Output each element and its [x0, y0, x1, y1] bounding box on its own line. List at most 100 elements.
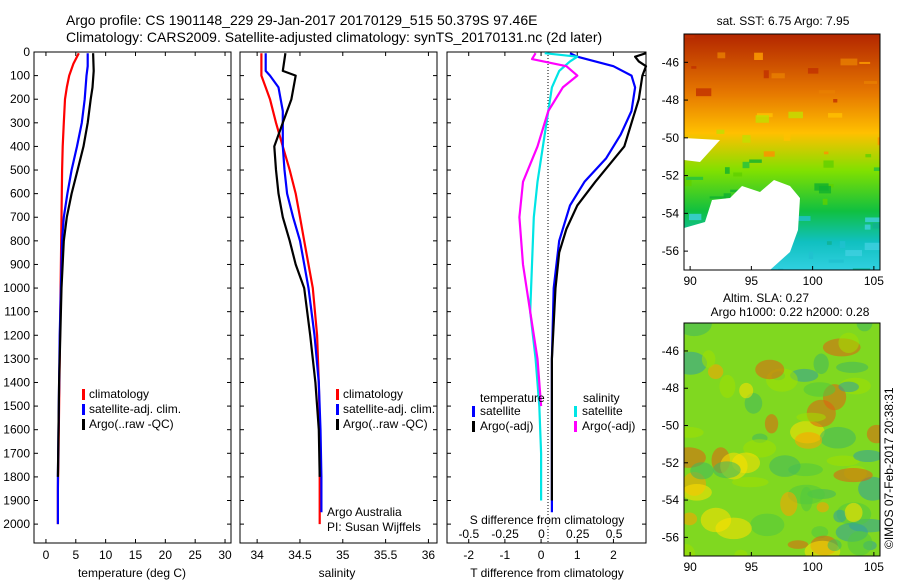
sla-map-frame [683, 322, 881, 557]
x-tick-label: -2 [463, 548, 474, 562]
y-tick-label: 1100 [4, 305, 30, 319]
x-tick-label: 2 [610, 548, 617, 562]
y-tick-label: 1200 [3, 328, 30, 342]
sst-texture [864, 242, 880, 251]
y-tick-label: 1000 [3, 281, 30, 295]
legend-label: satellite [480, 404, 521, 418]
sst-texture [709, 196, 727, 199]
temperature-panel: 0 5 10 15 20 25 300100200300400500600700800900… [3, 45, 232, 580]
sst-texture [733, 172, 743, 177]
s-tick-label: -0.5 [458, 527, 479, 541]
x-tick-label: -1 [500, 548, 511, 562]
sla-texture [731, 476, 769, 488]
map-y-tick-label: -50 [662, 419, 680, 433]
x-tick-label: 34 [250, 548, 264, 562]
sla-texture [690, 462, 714, 480]
sst-texture [788, 111, 803, 119]
difference-panel: -2 -1 0 1 2 -0.5 -0.25 0 0.25 0.5 temperature salin… [446, 51, 648, 580]
sst-texture [763, 70, 769, 79]
s-tick-label: 0.25 [566, 527, 590, 541]
sla-texture [684, 512, 698, 526]
sla-texture [684, 351, 708, 375]
sst-texture [763, 151, 775, 157]
sla-texture [838, 381, 859, 393]
sla-texture [700, 507, 732, 533]
sst-texture [826, 241, 832, 245]
legend-label: Argo(..raw -QC) [89, 417, 174, 431]
x-tick-label: 20 [159, 548, 173, 562]
sla-title-line1: Altim. SLA: 0.27 [723, 291, 809, 305]
map-x-tick-label: 95 [745, 560, 759, 574]
legend-label: satellite [582, 404, 623, 418]
sla-texture [836, 361, 869, 373]
sla-texture [684, 427, 704, 438]
legend-swatch [82, 389, 85, 400]
sst-texture [691, 66, 697, 69]
sst-texture [724, 167, 730, 174]
sla-texture [838, 332, 859, 353]
sst-texture [755, 115, 769, 123]
sla-texture [750, 513, 785, 537]
sst-missing-data-2 [684, 138, 720, 162]
y-tick-label: 2000 [3, 517, 30, 531]
legend-swatch [336, 389, 339, 400]
sla-texture [853, 450, 880, 463]
temperature-axes-frame [33, 51, 232, 544]
sla-title-line2: Argo h1000: 0.22 h2000: 0.28 [711, 305, 870, 319]
s-tick-label: -0.25 [491, 527, 519, 541]
map-y-tick-label: -54 [662, 493, 680, 507]
y-tick-label: 1500 [3, 399, 30, 413]
sst-texture [688, 213, 702, 221]
sst-texture [684, 35, 695, 39]
sla-texture [833, 468, 873, 483]
y-tick-label: 800 [10, 234, 30, 248]
x-tick-label: 30 [218, 548, 232, 562]
sst-texture [684, 179, 692, 187]
map-x-tick-label: 105 [864, 560, 884, 574]
salinity-panel: 34 34.5 35 35.5 36 climatologysatellite-adj. … [239, 51, 438, 580]
legend-swatch [574, 406, 577, 417]
sst-texture [873, 167, 880, 172]
sla-texture [866, 424, 880, 444]
sst-texture [793, 216, 811, 221]
sla-texture [719, 374, 736, 399]
legend-title-salinity: salinity [583, 391, 620, 405]
sla-texture [684, 323, 712, 337]
map-y-tick-label: -48 [662, 93, 680, 107]
sla-texture [764, 414, 779, 434]
legend-swatch [472, 421, 475, 432]
y-tick-label: 1600 [3, 423, 30, 437]
sst-texture [756, 113, 773, 118]
x-tick-label: 1 [574, 548, 581, 562]
series-line [273, 53, 321, 477]
sst-texture [778, 268, 784, 270]
sst-texture [808, 251, 814, 260]
sla-map: 90 95 100 105 -46 -48 -50 -52 -54 -56 [662, 322, 884, 574]
sst-texture [818, 90, 836, 94]
legend-swatch [82, 404, 85, 415]
map-y-tick-label: -54 [662, 206, 680, 220]
series-line [260, 53, 321, 525]
map-x-tick-label: 100 [803, 560, 823, 574]
sst-texture [872, 223, 880, 229]
map-x-tick-label: 95 [745, 274, 759, 288]
legend-label: Argo(-adj) [480, 419, 533, 433]
sst-texture [716, 129, 725, 134]
sla-texture [803, 382, 836, 397]
sla-texture [796, 412, 826, 422]
y-tick-label: 600 [10, 187, 30, 201]
y-tick-label: 1700 [3, 446, 30, 460]
sla-texture [827, 539, 842, 552]
sst-texture [864, 224, 871, 230]
sla-texture [744, 392, 763, 414]
sst-map: 90 95 100 105 -46 -48 -50 -52 -54 -56 [662, 33, 884, 288]
difference-axes-frame [446, 51, 647, 544]
sst-texture [828, 259, 844, 263]
map-y-tick-label: -48 [662, 381, 680, 395]
sla-texture [800, 486, 813, 512]
map-x-tick-label: 105 [864, 274, 884, 288]
sst-texture [823, 151, 829, 155]
y-tick-label: 700 [10, 210, 30, 224]
sst-map-frame [683, 33, 881, 271]
